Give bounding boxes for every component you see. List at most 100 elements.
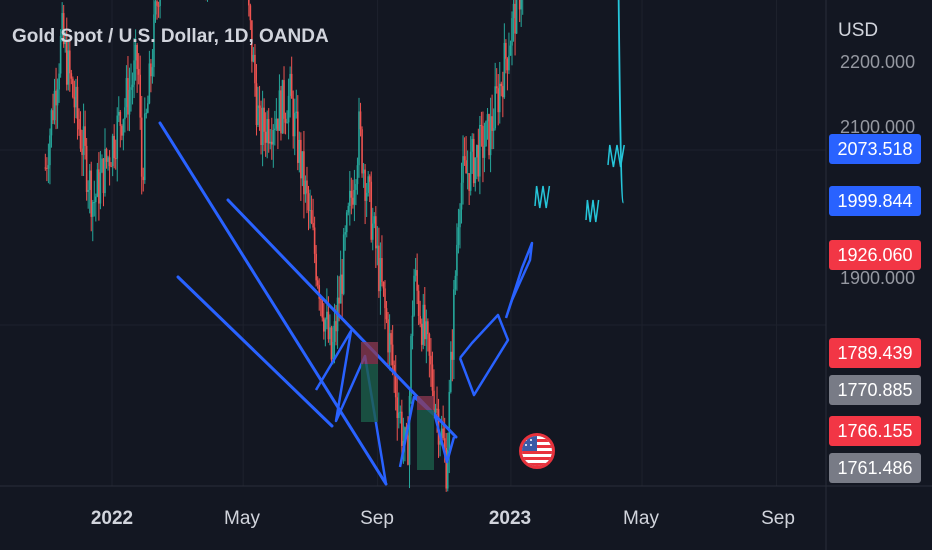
candle (85, 138, 88, 201)
candle (469, 136, 472, 196)
candle-body (257, 105, 259, 125)
candle-body (307, 193, 310, 211)
candle-body (497, 88, 500, 113)
candle-body (99, 172, 102, 204)
candle-body (309, 210, 311, 212)
candle (264, 112, 267, 157)
candle (130, 63, 132, 112)
candle (373, 212, 376, 229)
candle (423, 287, 426, 346)
candle (93, 180, 96, 217)
candle-body (485, 121, 487, 147)
candle (84, 110, 86, 160)
candle-body (124, 107, 126, 120)
candle-body (394, 372, 397, 398)
price-label-level-high[interactable]: 2073.518 (829, 134, 921, 164)
price-label-marker[interactable]: 1770.885 (829, 375, 921, 405)
candle-body (408, 395, 411, 465)
candle-body (460, 182, 463, 210)
candle (506, 57, 509, 91)
candle (417, 284, 420, 326)
candle-body (338, 297, 340, 304)
time-axis-label: 2023 (488, 508, 532, 529)
candle (391, 325, 394, 376)
candle-body (489, 116, 492, 156)
candle (301, 151, 304, 187)
candle-body (365, 192, 368, 201)
candle (480, 111, 483, 147)
candle-body (373, 216, 376, 224)
price-label-current[interactable]: 1926.060 (829, 240, 921, 270)
candle-body (387, 319, 389, 353)
us-flag-icon[interactable] (519, 433, 555, 469)
candle (498, 61, 501, 124)
candle (79, 111, 82, 152)
chart-title: Gold Spot / U.S. Dollar, 1D, OANDA (12, 26, 329, 47)
time-axis-label: May (224, 508, 260, 529)
candle (81, 129, 83, 176)
candle-body (425, 321, 428, 340)
candle (463, 137, 466, 166)
candle-body (269, 141, 272, 144)
candle (361, 126, 363, 178)
candle (388, 314, 391, 371)
candle-body (254, 54, 256, 84)
candle-body (142, 176, 145, 181)
candle (257, 86, 259, 128)
candle-body (342, 234, 345, 294)
candle-body (356, 165, 359, 185)
candle-body (350, 190, 353, 198)
candle (252, 47, 255, 63)
candle-body (278, 90, 281, 131)
price-label-marker[interactable]: 1789.439 (829, 338, 921, 368)
candle (251, 20, 253, 73)
candle (128, 67, 131, 132)
candle (466, 150, 469, 190)
candle-body (364, 169, 366, 201)
candle (479, 115, 481, 195)
candle-body (431, 364, 434, 391)
candle-body (469, 151, 472, 191)
candle-body (324, 319, 327, 332)
price-label-marker[interactable]: 1761.486 (829, 453, 921, 483)
candle-body (251, 20, 253, 62)
candle (387, 312, 389, 369)
candle-body (330, 327, 333, 360)
candle-body (371, 223, 374, 240)
candle (456, 223, 458, 291)
candle (290, 56, 293, 99)
candle (151, 49, 154, 84)
candle-body (258, 105, 261, 109)
candle-body (462, 156, 464, 183)
candle-body (417, 290, 420, 316)
candle-body (157, 5, 160, 7)
price-label-marker[interactable]: 1766.155 (829, 416, 921, 446)
candle (508, 32, 510, 74)
candle-body (133, 60, 135, 85)
candle-body (98, 169, 100, 204)
candle-body (85, 145, 88, 192)
price-label-level-mid[interactable]: 1999.844 (829, 186, 921, 216)
candle (495, 68, 498, 94)
candle (393, 360, 395, 393)
candle-body (306, 180, 308, 194)
price-axis-currency[interactable]: USD (838, 20, 879, 41)
candle-body (407, 435, 409, 465)
candle (494, 62, 496, 131)
drawing-layer (158, 121, 534, 486)
candle-body (370, 181, 373, 240)
candle-body (401, 411, 403, 446)
candle (483, 122, 486, 173)
candle-body (50, 110, 53, 136)
candle-body (264, 131, 267, 143)
candle-body (347, 205, 350, 213)
candle-body (492, 128, 495, 131)
candle-body (139, 74, 141, 118)
price-axis-tick: 1900.000 (840, 268, 916, 288)
candle (312, 198, 314, 231)
candle (505, 39, 507, 74)
candle-body (362, 169, 365, 174)
candle (248, 0, 250, 17)
candle (486, 108, 489, 140)
